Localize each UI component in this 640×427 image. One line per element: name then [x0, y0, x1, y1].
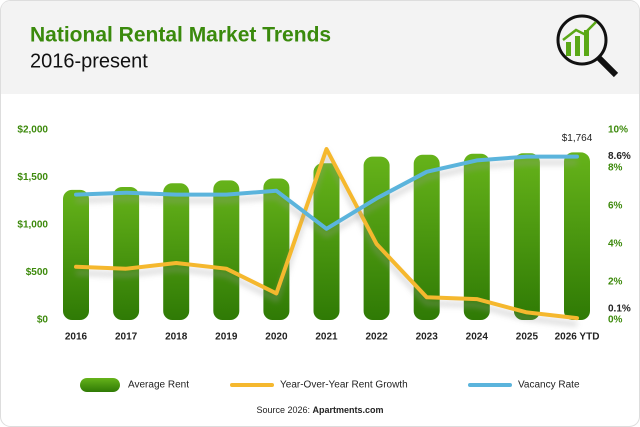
- value-label: 8.6%: [608, 151, 631, 162]
- line-shadow: [75, 160, 577, 238]
- bar: [313, 163, 340, 320]
- source-text: Source 2026:: [256, 405, 310, 415]
- legend-label: Year-Over-Year Rent Growth: [280, 380, 408, 391]
- y2-tick-label: 0%: [608, 315, 623, 326]
- icon: [556, 14, 619, 78]
- bar: [163, 183, 190, 320]
- value-label: 0.1%: [608, 304, 631, 315]
- line: [74, 147, 579, 321]
- subtitle: 2016-present: [30, 50, 148, 72]
- legend-label: Average Rent: [128, 380, 189, 391]
- bar: [564, 152, 590, 320]
- bar: [113, 187, 140, 320]
- y-tick-label: $2,000: [17, 125, 48, 136]
- x-tick-label: 2026 YTD: [555, 332, 600, 343]
- x-tick-label: 2022: [365, 332, 388, 343]
- x-tick-label: 2016: [65, 332, 88, 343]
- bar: [363, 156, 390, 320]
- legend-swatch: [80, 378, 120, 392]
- bar: [513, 153, 540, 320]
- x-tick-label: 2025: [516, 332, 539, 343]
- source-site: Apartments.com: [313, 405, 384, 415]
- y-tick-label: $500: [26, 267, 49, 278]
- x-tick-label: 2024: [466, 332, 489, 343]
- value-label: $1,764: [562, 133, 593, 144]
- bar: [63, 189, 89, 320]
- y2-tick-label: 10%: [608, 125, 628, 136]
- x-tick-label: 2017: [115, 332, 138, 343]
- line: [74, 154, 579, 231]
- y-tick-label: $1,000: [17, 220, 48, 231]
- title: National Rental Market Trends: [30, 24, 331, 47]
- x-tick-label: 2021: [315, 332, 338, 343]
- legend-label: Vacancy Rate: [518, 380, 580, 391]
- y2-tick-label: 6%: [608, 201, 623, 212]
- y2-tick-label: 8%: [608, 163, 623, 174]
- x-tick-label: 2018: [165, 332, 188, 343]
- bar: [213, 180, 240, 320]
- bar: [413, 154, 440, 320]
- bar: [463, 153, 490, 320]
- x-tick-label: 2020: [265, 332, 288, 343]
- source: Source 2026: Apartments.com: [256, 405, 383, 415]
- y2-tick-label: 2%: [608, 277, 623, 288]
- x-tick-label: 2023: [416, 332, 439, 343]
- header-bg: [1, 1, 639, 94]
- x-tick-label: 2019: [215, 332, 238, 343]
- y2-tick-label: 4%: [608, 239, 623, 250]
- y-tick-label: $1,500: [17, 172, 48, 183]
- y-tick-label: $0: [37, 315, 49, 326]
